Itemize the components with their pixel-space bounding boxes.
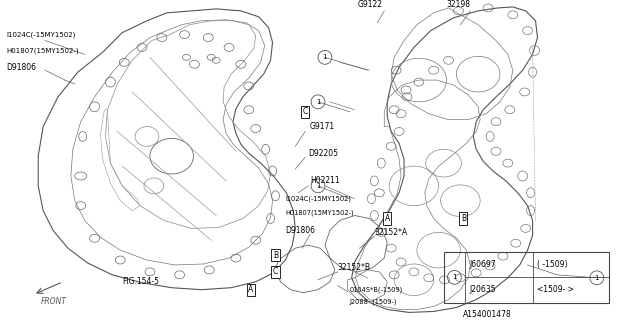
Text: 1: 1 xyxy=(452,274,457,280)
Text: A: A xyxy=(385,214,390,223)
Text: FIG.154-5: FIG.154-5 xyxy=(122,277,159,286)
Text: 32152*B: 32152*B xyxy=(338,263,371,272)
Text: A: A xyxy=(248,285,253,294)
Text: C: C xyxy=(303,107,308,116)
Text: J2088  (1509-): J2088 (1509-) xyxy=(349,298,397,305)
Text: H01807(15MY1502-): H01807(15MY1502-) xyxy=(285,209,354,216)
Text: C: C xyxy=(273,268,278,276)
Text: H01807(15MY1502-): H01807(15MY1502-) xyxy=(6,47,79,54)
Text: 1: 1 xyxy=(595,275,599,281)
Text: FRONT: FRONT xyxy=(41,297,67,306)
Text: D91806: D91806 xyxy=(285,226,316,235)
Text: ( -1509): ( -1509) xyxy=(536,260,567,269)
Text: J20635: J20635 xyxy=(469,285,496,294)
Text: B: B xyxy=(461,214,466,223)
Text: H02211: H02211 xyxy=(310,176,340,185)
Text: G9171: G9171 xyxy=(310,122,335,131)
Text: 1: 1 xyxy=(316,183,320,189)
Bar xyxy=(444,252,609,302)
Text: 0104S*B(-1509): 0104S*B(-1509) xyxy=(349,286,403,293)
Text: I1024C(-15MY1502): I1024C(-15MY1502) xyxy=(6,31,76,38)
Text: 32152*A: 32152*A xyxy=(374,228,408,237)
Text: 1: 1 xyxy=(316,99,320,105)
Text: G9122: G9122 xyxy=(358,0,383,9)
Text: I1024C(-15MY1502): I1024C(-15MY1502) xyxy=(285,196,351,202)
Text: 1: 1 xyxy=(323,54,327,60)
Text: J60697: J60697 xyxy=(469,260,496,269)
Text: A154001478: A154001478 xyxy=(463,310,512,319)
Text: D92205: D92205 xyxy=(308,149,338,158)
Text: 32198: 32198 xyxy=(447,0,470,9)
Text: B: B xyxy=(273,251,278,260)
Text: <1509- >: <1509- > xyxy=(536,285,573,294)
Text: D91806: D91806 xyxy=(6,63,36,72)
